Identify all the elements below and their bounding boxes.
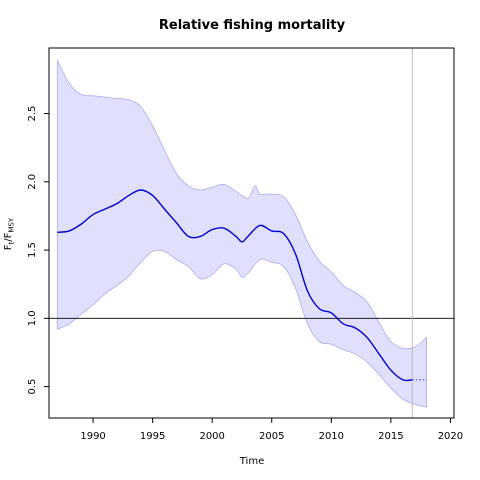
y-tick-label: 0.5 bbox=[27, 379, 38, 395]
plot-frame bbox=[48, 47, 455, 419]
y-axis-label: Ft/FMSY bbox=[3, 217, 16, 250]
y-tick-label: 2.5 bbox=[27, 106, 38, 122]
chart-title: Relative fishing mortality bbox=[159, 18, 346, 33]
y-tick-label: 1.0 bbox=[27, 310, 38, 326]
x-tick-label: 2000 bbox=[199, 431, 224, 442]
x-tick-label: 2020 bbox=[438, 431, 463, 442]
x-tick-label: 2010 bbox=[319, 431, 344, 442]
y-tick-label: 1.5 bbox=[27, 242, 38, 258]
y-axis-label-sep: /F bbox=[3, 232, 14, 241]
y-axis-label-sub1: t bbox=[8, 241, 16, 244]
ci-lower-line bbox=[57, 249, 427, 408]
x-tick-label: 1990 bbox=[80, 431, 105, 442]
y-axis-label-main: F bbox=[3, 244, 14, 250]
y-axis-label-sub2: MSY bbox=[8, 217, 16, 232]
x-tick-label: 2005 bbox=[259, 431, 284, 442]
plot-area: 1990 1995 2000 2005 2010 2015 2020 0.5 1.0 1.5 2.0… bbox=[27, 47, 463, 442]
x-tick-label: 1995 bbox=[140, 431, 165, 442]
ci-upper-line bbox=[56, 60, 427, 350]
y-tick-label: 2.0 bbox=[27, 174, 38, 190]
estimate-line bbox=[57, 189, 413, 382]
confidence-band bbox=[57, 60, 427, 408]
x-axis-label: Time bbox=[239, 456, 264, 467]
x-tick-label: 2015 bbox=[378, 431, 403, 442]
